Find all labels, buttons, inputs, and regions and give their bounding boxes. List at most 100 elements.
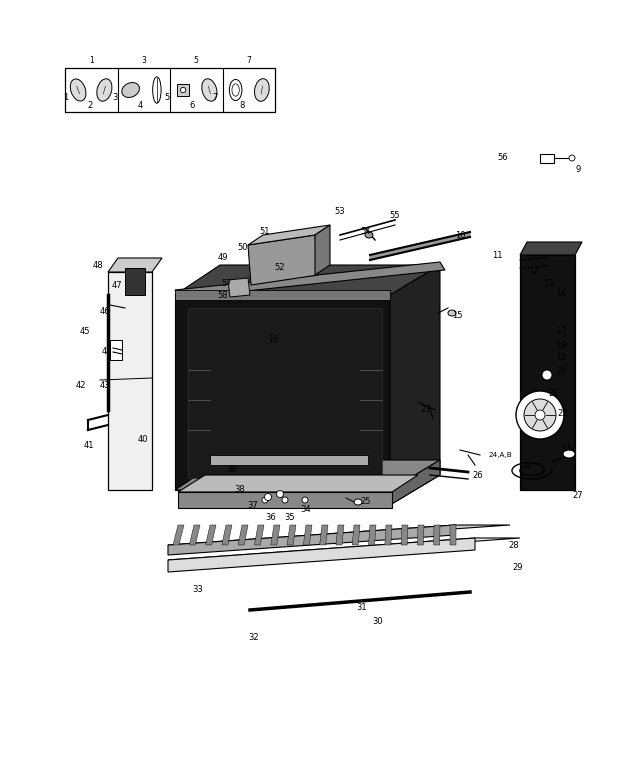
Polygon shape [175, 295, 390, 490]
Circle shape [265, 493, 272, 501]
Polygon shape [168, 538, 520, 560]
Text: 6: 6 [189, 100, 195, 109]
Polygon shape [352, 525, 360, 545]
Text: 47: 47 [112, 280, 122, 290]
Text: 49: 49 [218, 254, 228, 262]
Polygon shape [65, 68, 275, 112]
Text: 39: 39 [227, 465, 237, 474]
Polygon shape [390, 265, 440, 505]
Polygon shape [336, 525, 344, 545]
Text: 26: 26 [472, 470, 482, 480]
Text: 31: 31 [356, 603, 367, 613]
Polygon shape [175, 265, 440, 295]
Text: 51: 51 [260, 227, 270, 236]
Text: 46: 46 [99, 308, 110, 316]
Circle shape [542, 370, 552, 380]
Ellipse shape [97, 79, 112, 101]
Text: 44: 44 [102, 347, 112, 356]
Text: 1: 1 [63, 93, 68, 103]
Polygon shape [238, 525, 248, 545]
Polygon shape [168, 525, 455, 555]
Polygon shape [189, 525, 200, 545]
Text: 19: 19 [556, 353, 567, 363]
Text: 27: 27 [572, 490, 583, 499]
Circle shape [535, 410, 545, 420]
Polygon shape [173, 525, 184, 545]
Text: 43: 43 [100, 381, 110, 389]
Polygon shape [178, 492, 392, 508]
Text: 55: 55 [390, 211, 401, 220]
Text: 32: 32 [248, 634, 259, 642]
Text: 56: 56 [498, 153, 508, 162]
Polygon shape [320, 525, 328, 545]
Polygon shape [175, 290, 390, 300]
Text: 41: 41 [84, 441, 94, 449]
Text: 8: 8 [239, 100, 245, 109]
Polygon shape [222, 525, 232, 545]
Text: 48: 48 [92, 261, 103, 270]
Polygon shape [303, 525, 312, 545]
Polygon shape [248, 225, 330, 245]
Polygon shape [206, 525, 216, 545]
Text: 54: 54 [361, 227, 371, 236]
Text: 38: 38 [234, 486, 246, 495]
Text: 35: 35 [285, 514, 295, 523]
Polygon shape [175, 460, 440, 490]
Text: 34: 34 [301, 505, 311, 515]
Text: 30: 30 [373, 617, 383, 626]
Ellipse shape [70, 79, 86, 101]
Ellipse shape [180, 87, 186, 93]
Polygon shape [385, 525, 392, 545]
Text: 5: 5 [194, 56, 198, 65]
Ellipse shape [563, 450, 575, 458]
Text: 52: 52 [275, 264, 285, 273]
Polygon shape [188, 308, 382, 478]
Circle shape [524, 399, 556, 431]
Text: 28: 28 [508, 540, 518, 549]
Ellipse shape [202, 79, 217, 101]
Text: 10: 10 [454, 230, 465, 239]
Text: 4: 4 [138, 100, 143, 109]
Text: 25: 25 [360, 498, 371, 506]
Polygon shape [175, 262, 445, 298]
Ellipse shape [229, 80, 242, 100]
Text: 9: 9 [575, 166, 580, 175]
Text: 22: 22 [557, 409, 567, 417]
Text: 16: 16 [268, 335, 278, 344]
Polygon shape [108, 272, 152, 490]
Polygon shape [417, 525, 424, 545]
Ellipse shape [365, 232, 373, 238]
Text: 36: 36 [265, 514, 277, 523]
Polygon shape [434, 525, 440, 545]
Bar [540, 154, 554, 163]
Circle shape [277, 490, 283, 498]
Text: 58: 58 [218, 292, 228, 300]
Polygon shape [254, 525, 264, 545]
Circle shape [569, 155, 575, 161]
Text: 5: 5 [165, 93, 170, 103]
Text: 37: 37 [247, 501, 259, 509]
Text: 11: 11 [492, 251, 502, 259]
Circle shape [302, 497, 308, 503]
Bar [177, 84, 189, 96]
Text: 40: 40 [138, 435, 148, 445]
Text: 42: 42 [76, 381, 86, 389]
Ellipse shape [254, 79, 269, 101]
Text: eReplacementParts.com: eReplacementParts.com [238, 382, 382, 394]
Polygon shape [287, 525, 296, 545]
Text: 29: 29 [512, 563, 523, 572]
Polygon shape [178, 475, 418, 492]
Polygon shape [168, 525, 510, 545]
Polygon shape [390, 460, 440, 505]
Text: 50: 50 [237, 243, 248, 252]
Polygon shape [450, 525, 456, 545]
Text: 53: 53 [335, 207, 345, 217]
Ellipse shape [448, 310, 456, 316]
Ellipse shape [232, 84, 239, 97]
Polygon shape [315, 225, 330, 275]
Text: 7: 7 [213, 93, 218, 103]
Text: 20: 20 [556, 366, 567, 375]
Text: 24,A,B: 24,A,B [488, 452, 511, 458]
Circle shape [516, 391, 564, 439]
Circle shape [282, 497, 288, 503]
